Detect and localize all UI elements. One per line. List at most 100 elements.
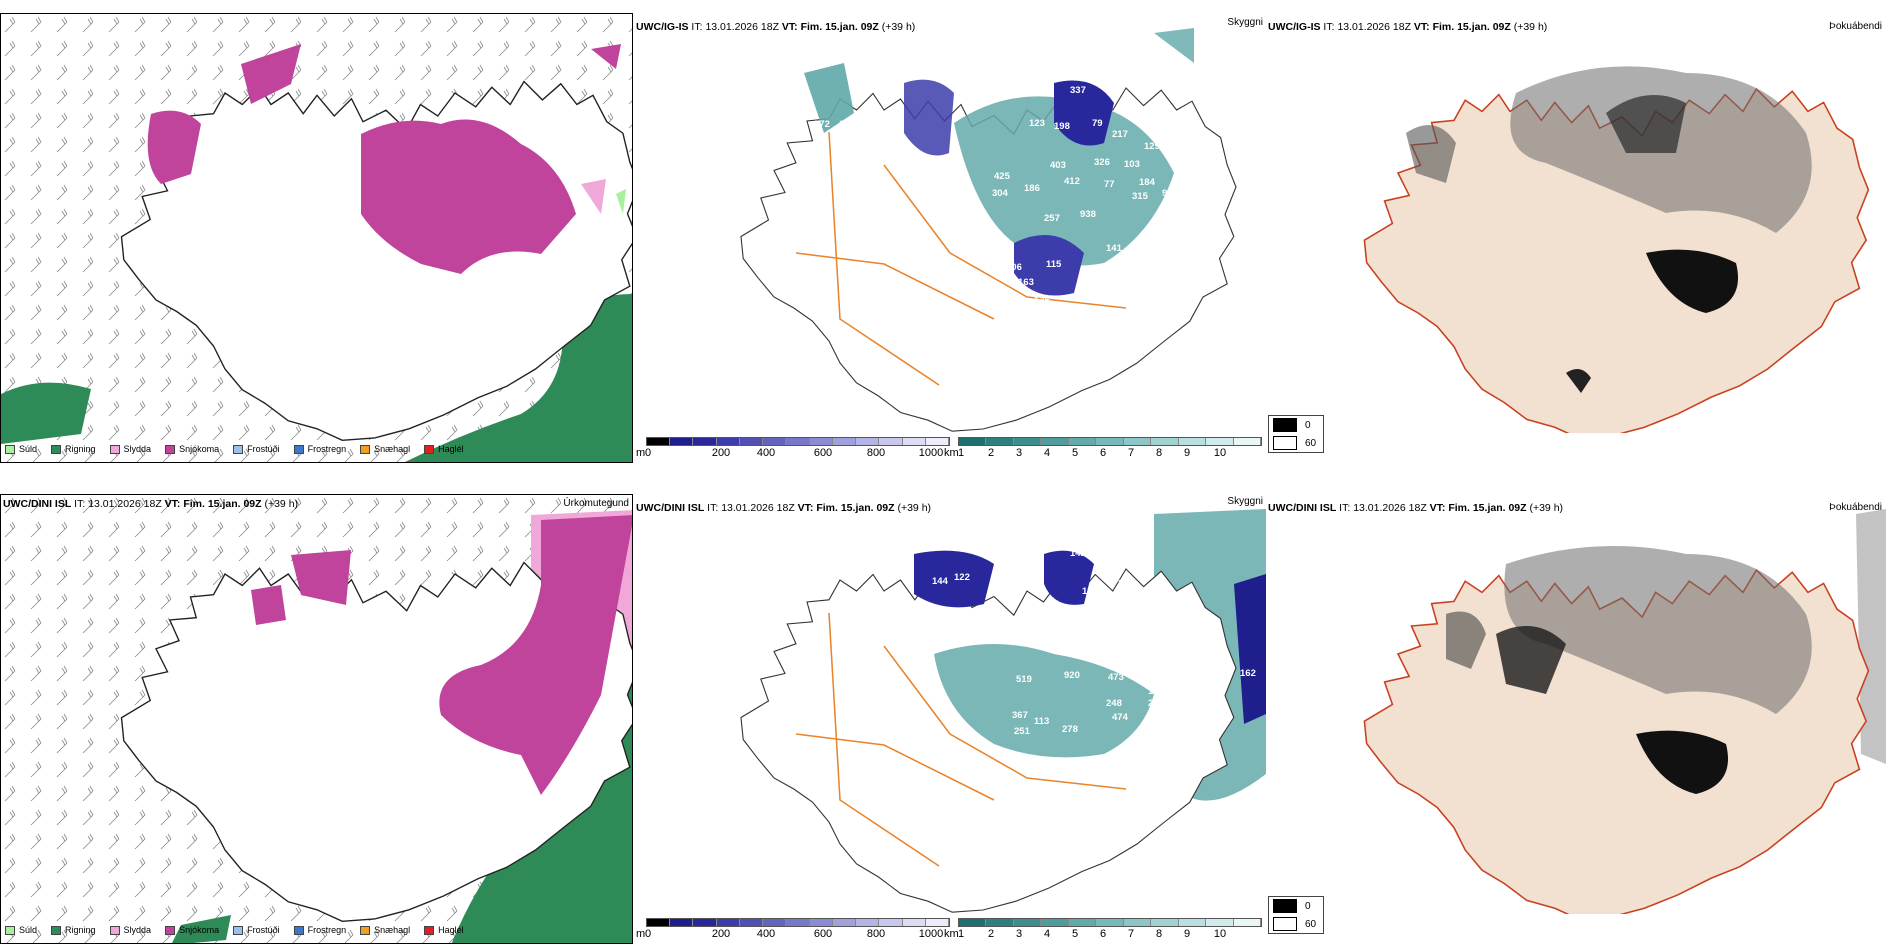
legend-item: Snjókoma bbox=[165, 444, 219, 454]
fog-legend-item: 60 bbox=[1269, 915, 1323, 933]
precip-panel-bottom: UWC/DINI ISL IT: 13.01.2026 18Z VT: Fim.… bbox=[0, 494, 633, 944]
visibility-area bbox=[804, 63, 854, 133]
svg-text:136: 136 bbox=[1148, 686, 1164, 697]
svg-text:141: 141 bbox=[1152, 676, 1169, 687]
svg-text:103: 103 bbox=[1118, 262, 1134, 273]
svg-text:77: 77 bbox=[1104, 179, 1115, 190]
ceiling-ticks: 0 200 400 600 800 1000 bbox=[644, 928, 944, 940]
svg-text:496: 496 bbox=[1112, 640, 1128, 651]
svg-text:182: 182 bbox=[1092, 600, 1108, 611]
ceiling-unit: m bbox=[636, 447, 646, 459]
panel-title: Þokuábendi bbox=[1829, 21, 1882, 32]
visibility-colorbar bbox=[958, 437, 1262, 446]
legend-item: Rigning bbox=[51, 925, 96, 935]
legend-item: Súld bbox=[5, 925, 37, 935]
snow-area bbox=[251, 585, 286, 625]
visibility-area bbox=[1154, 28, 1194, 63]
svg-text:337: 337 bbox=[1070, 85, 1086, 96]
svg-text:94: 94 bbox=[1064, 616, 1075, 627]
panel-header: UWC/IG-IS IT: 13.01.2026 18Z VT: Fim. 15… bbox=[3, 13, 282, 14]
drizzle-area bbox=[616, 189, 626, 214]
fog-area bbox=[1496, 626, 1566, 694]
fog-legend-item: 60 bbox=[1269, 434, 1323, 452]
ceiling-area bbox=[1044, 550, 1094, 605]
fog-area bbox=[1446, 611, 1486, 669]
visibility-area bbox=[954, 96, 1174, 266]
svg-text:315: 315 bbox=[1132, 191, 1149, 202]
ceiling-map: 142 144 122 111 135 182 121 168 191 496 … bbox=[740, 509, 1266, 913]
fog-legend-item: 0 bbox=[1269, 416, 1323, 434]
panel-header: UWC/DINI ISL IT: 13.01.2026 18Z VT: Fim.… bbox=[636, 502, 932, 514]
svg-text:474: 474 bbox=[1112, 712, 1129, 723]
ceiling-area bbox=[1014, 235, 1084, 296]
fog-map bbox=[1363, 66, 1870, 433]
rain-area bbox=[1, 382, 91, 444]
svg-text:123: 123 bbox=[1029, 118, 1045, 129]
panel-header: UWC/IG-IS IT: 13.01.2026 18Z VT: Fim. 15… bbox=[636, 21, 916, 33]
svg-text:100: 100 bbox=[949, 243, 965, 254]
svg-text:162: 162 bbox=[1240, 668, 1256, 679]
legend-item: Frostúði bbox=[233, 925, 280, 935]
svg-text:166: 166 bbox=[1129, 622, 1145, 633]
svg-text:572: 572 bbox=[814, 119, 830, 130]
ceiling-area bbox=[914, 550, 994, 608]
panel-title: Úrkomutegund bbox=[563, 498, 629, 509]
ceiling-unit: m bbox=[636, 928, 646, 940]
legend-item: Slydda bbox=[109, 444, 151, 454]
ceiling-labels: 337 572 181 123 198 79 217 129 403 326 1… bbox=[794, 85, 1173, 306]
svg-text:115: 115 bbox=[1046, 259, 1062, 270]
svg-text:217: 217 bbox=[1112, 129, 1128, 140]
svg-text:304: 304 bbox=[992, 188, 1009, 199]
fog-panel-bottom: UWC/DINI ISL IT: 13.01.2026 18Z VT: Fim.… bbox=[1266, 494, 1900, 944]
fog-area bbox=[1606, 95, 1686, 153]
precip-map bbox=[1, 495, 632, 943]
svg-text:412: 412 bbox=[1064, 176, 1080, 187]
fog-legend: 0 60 bbox=[1268, 415, 1324, 453]
svg-text:103: 103 bbox=[1124, 159, 1140, 170]
svg-text:136: 136 bbox=[1034, 295, 1050, 306]
svg-text:186: 186 bbox=[1024, 183, 1040, 194]
legend-item: Frostúði bbox=[233, 444, 280, 454]
legend-item: Haglél bbox=[424, 925, 464, 935]
visibility-area bbox=[934, 644, 1154, 758]
svg-text:194: 194 bbox=[1187, 636, 1204, 647]
svg-text:143: 143 bbox=[1086, 275, 1102, 286]
panel-header: UWC/DINI ISL IT: 13.01.2026 18Z VT: Fim.… bbox=[3, 498, 299, 510]
legend-item: Snjókoma bbox=[165, 925, 219, 935]
svg-text:264: 264 bbox=[1146, 664, 1163, 675]
fog-area bbox=[1406, 125, 1456, 183]
ceiling-colorbar bbox=[646, 437, 950, 446]
svg-text:205: 205 bbox=[1202, 658, 1219, 669]
svg-text:142: 142 bbox=[1070, 548, 1086, 559]
svg-text:196: 196 bbox=[794, 185, 810, 196]
svg-text:326: 326 bbox=[1094, 157, 1110, 168]
precip-map bbox=[1, 14, 632, 462]
svg-text:168: 168 bbox=[1136, 608, 1152, 619]
snow-area bbox=[291, 550, 351, 605]
svg-text:144: 144 bbox=[932, 576, 949, 587]
legend-item: Rigning bbox=[51, 444, 96, 454]
svg-text:248: 248 bbox=[1106, 698, 1122, 709]
legend-item: Snæhagl bbox=[360, 444, 410, 454]
rain-area bbox=[172, 915, 231, 943]
svg-text:121: 121 bbox=[892, 604, 909, 615]
svg-text:163: 163 bbox=[1162, 650, 1178, 661]
svg-text:251: 251 bbox=[1014, 726, 1031, 737]
snow-area bbox=[591, 44, 621, 69]
svg-text:163: 163 bbox=[1018, 277, 1034, 288]
svg-text:396: 396 bbox=[1142, 640, 1158, 651]
svg-text:79: 79 bbox=[1092, 118, 1103, 129]
svg-text:309: 309 bbox=[1108, 656, 1124, 667]
legend-item: Snæhagl bbox=[360, 925, 410, 935]
panel-title: Skyggni bbox=[1227, 496, 1263, 507]
fog-panel-top: UWC/IG-IS IT: 13.01.2026 18Z VT: Fim. 15… bbox=[1266, 13, 1900, 463]
svg-text:96: 96 bbox=[1162, 188, 1173, 199]
svg-text:184: 184 bbox=[1139, 177, 1156, 188]
svg-text:191: 191 bbox=[1182, 618, 1199, 629]
svg-text:473: 473 bbox=[1108, 672, 1124, 683]
precip-legend: Súld Rigning Slydda Snjókoma Frostúði Fr… bbox=[5, 925, 478, 935]
visibility-ticks: 1 2 3 4 5 6 7 8 9 10 bbox=[957, 928, 1227, 940]
snow-area bbox=[439, 515, 632, 795]
precip-panel-top: UWC/IG-IS IT: 13.01.2026 18Z VT: Fim. 15… bbox=[0, 13, 633, 463]
panel-header: UWC/DINI ISL IT: 13.01.2026 18Z VT: Fim.… bbox=[1268, 502, 1564, 514]
